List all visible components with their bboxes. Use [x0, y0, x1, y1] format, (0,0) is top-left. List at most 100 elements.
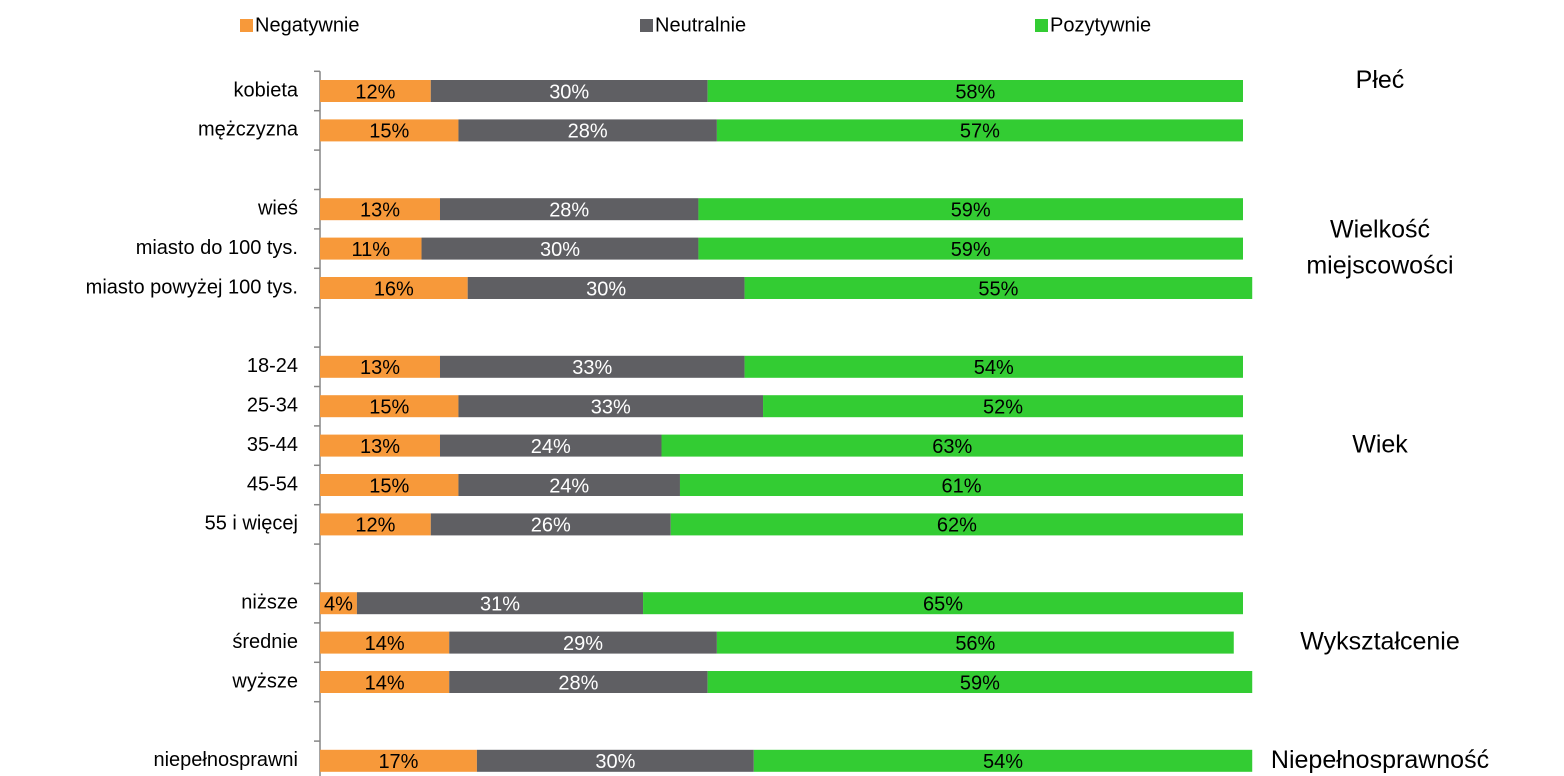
- value-label: 28%: [568, 121, 608, 143]
- bar-segment: [439, 355, 745, 378]
- value-label: 58%: [955, 81, 995, 103]
- value-label: 54%: [974, 357, 1014, 379]
- bar-segment: [320, 119, 459, 142]
- bar-segment: [458, 395, 764, 418]
- value-label: 31%: [480, 593, 520, 615]
- y-tick-label: 55 i więcej: [205, 513, 298, 535]
- group-label: Wiek: [1352, 430, 1408, 458]
- y-tick-label: 25-34: [247, 394, 298, 416]
- y-tick-label: 45-54: [247, 473, 298, 495]
- value-label: 12%: [355, 81, 395, 103]
- value-label: 13%: [360, 357, 400, 379]
- bar-segment: [449, 671, 708, 693]
- bar-segment: [320, 80, 431, 102]
- value-label: 29%: [563, 633, 603, 655]
- value-label: 63%: [932, 436, 972, 458]
- value-label: 14%: [365, 672, 405, 694]
- legend-swatch: [1035, 19, 1048, 32]
- bar-segment: [320, 513, 431, 536]
- bar-segment: [449, 631, 717, 654]
- value-label: 13%: [360, 199, 400, 221]
- value-label: 30%: [549, 81, 589, 103]
- bar-segment: [716, 631, 1234, 654]
- y-tick-label: mężczyzna: [198, 119, 299, 141]
- value-label: 11%: [351, 239, 390, 261]
- bar-segment: [707, 671, 1253, 693]
- y-tick-label: wyższe: [231, 670, 298, 692]
- bar-segment: [356, 592, 644, 615]
- value-label: 52%: [983, 396, 1023, 418]
- group-label-line: Wielkość: [1330, 215, 1430, 243]
- bar-segment: [439, 198, 699, 221]
- bar-segment: [458, 474, 680, 496]
- y-tick-label: niższe: [241, 591, 298, 613]
- group-label: Wykształcenie: [1300, 627, 1460, 655]
- value-label: 13%: [360, 436, 400, 458]
- bar-segment: [320, 198, 440, 221]
- value-label: 33%: [591, 396, 631, 418]
- bar-segment: [320, 237, 422, 260]
- value-label: 12%: [355, 515, 395, 537]
- bar-segment: [763, 395, 1243, 418]
- y-tick-label: kobieta: [234, 79, 299, 101]
- bar-segment: [476, 749, 754, 772]
- value-label: 24%: [531, 436, 571, 458]
- value-label: 26%: [531, 515, 571, 537]
- group-label-line: Płeć: [1356, 66, 1405, 94]
- value-label: 33%: [572, 357, 612, 379]
- value-label: 62%: [937, 515, 977, 537]
- value-label: 57%: [960, 121, 1000, 143]
- bar-segment: [679, 474, 1243, 496]
- group-label: Wielkość miejscowości: [1306, 215, 1453, 279]
- value-label: 15%: [369, 396, 409, 418]
- bar-segment: [467, 277, 745, 299]
- value-label: 30%: [586, 278, 626, 300]
- bar-segment: [698, 198, 1243, 221]
- bar-segment: [753, 749, 1253, 772]
- bar-segment: [430, 513, 671, 536]
- bar-segment: [643, 592, 1243, 615]
- y-tick-label: miasto do 100 tys.: [136, 237, 298, 259]
- legend-label: Pozytywnie: [1050, 14, 1151, 36]
- bar-segment: [320, 434, 440, 457]
- group-label-line: miejscowości: [1306, 251, 1453, 279]
- bar-segment: [421, 237, 699, 260]
- legend-label: Neutralnie: [655, 14, 746, 36]
- bar-segment: [320, 474, 459, 496]
- legend-label: Negatywnie: [255, 14, 360, 36]
- value-label: 61%: [941, 475, 981, 497]
- group-label: Niepełnosprawność: [1271, 745, 1489, 773]
- group-label: Płeć: [1356, 66, 1405, 94]
- value-label: 56%: [955, 633, 995, 655]
- bar-segment: [670, 513, 1243, 536]
- value-label: 28%: [558, 672, 598, 694]
- value-label: 17%: [378, 751, 418, 773]
- group-label-line: Niepełnosprawność: [1271, 745, 1489, 773]
- value-label: 30%: [540, 239, 580, 261]
- value-label: 59%: [951, 199, 991, 221]
- value-label: 15%: [369, 121, 409, 143]
- bar-segment: [744, 277, 1253, 299]
- value-label: 30%: [595, 751, 635, 773]
- value-label: 16%: [374, 278, 414, 300]
- value-label: 65%: [923, 593, 963, 615]
- bar-segment: [439, 434, 662, 457]
- y-tick-label: wieś: [257, 197, 298, 219]
- bar-segment: [661, 434, 1243, 457]
- bar-segment: [716, 119, 1243, 142]
- y-tick-label: 18-24: [247, 355, 298, 377]
- bar-segment: [707, 80, 1243, 102]
- value-label: 28%: [549, 199, 589, 221]
- bar-segment: [320, 395, 459, 418]
- bar-segment: [698, 237, 1243, 260]
- legend-swatch: [640, 19, 653, 32]
- group-label-line: Wiek: [1352, 430, 1408, 458]
- value-label: 54%: [983, 751, 1023, 773]
- y-tick-label: 35-44: [247, 434, 298, 456]
- bar-segment: [320, 631, 450, 654]
- bar-segment: [320, 277, 468, 299]
- value-label: 15%: [369, 475, 409, 497]
- value-label: 4%: [324, 593, 353, 615]
- group-label-line: Wykształcenie: [1300, 627, 1460, 655]
